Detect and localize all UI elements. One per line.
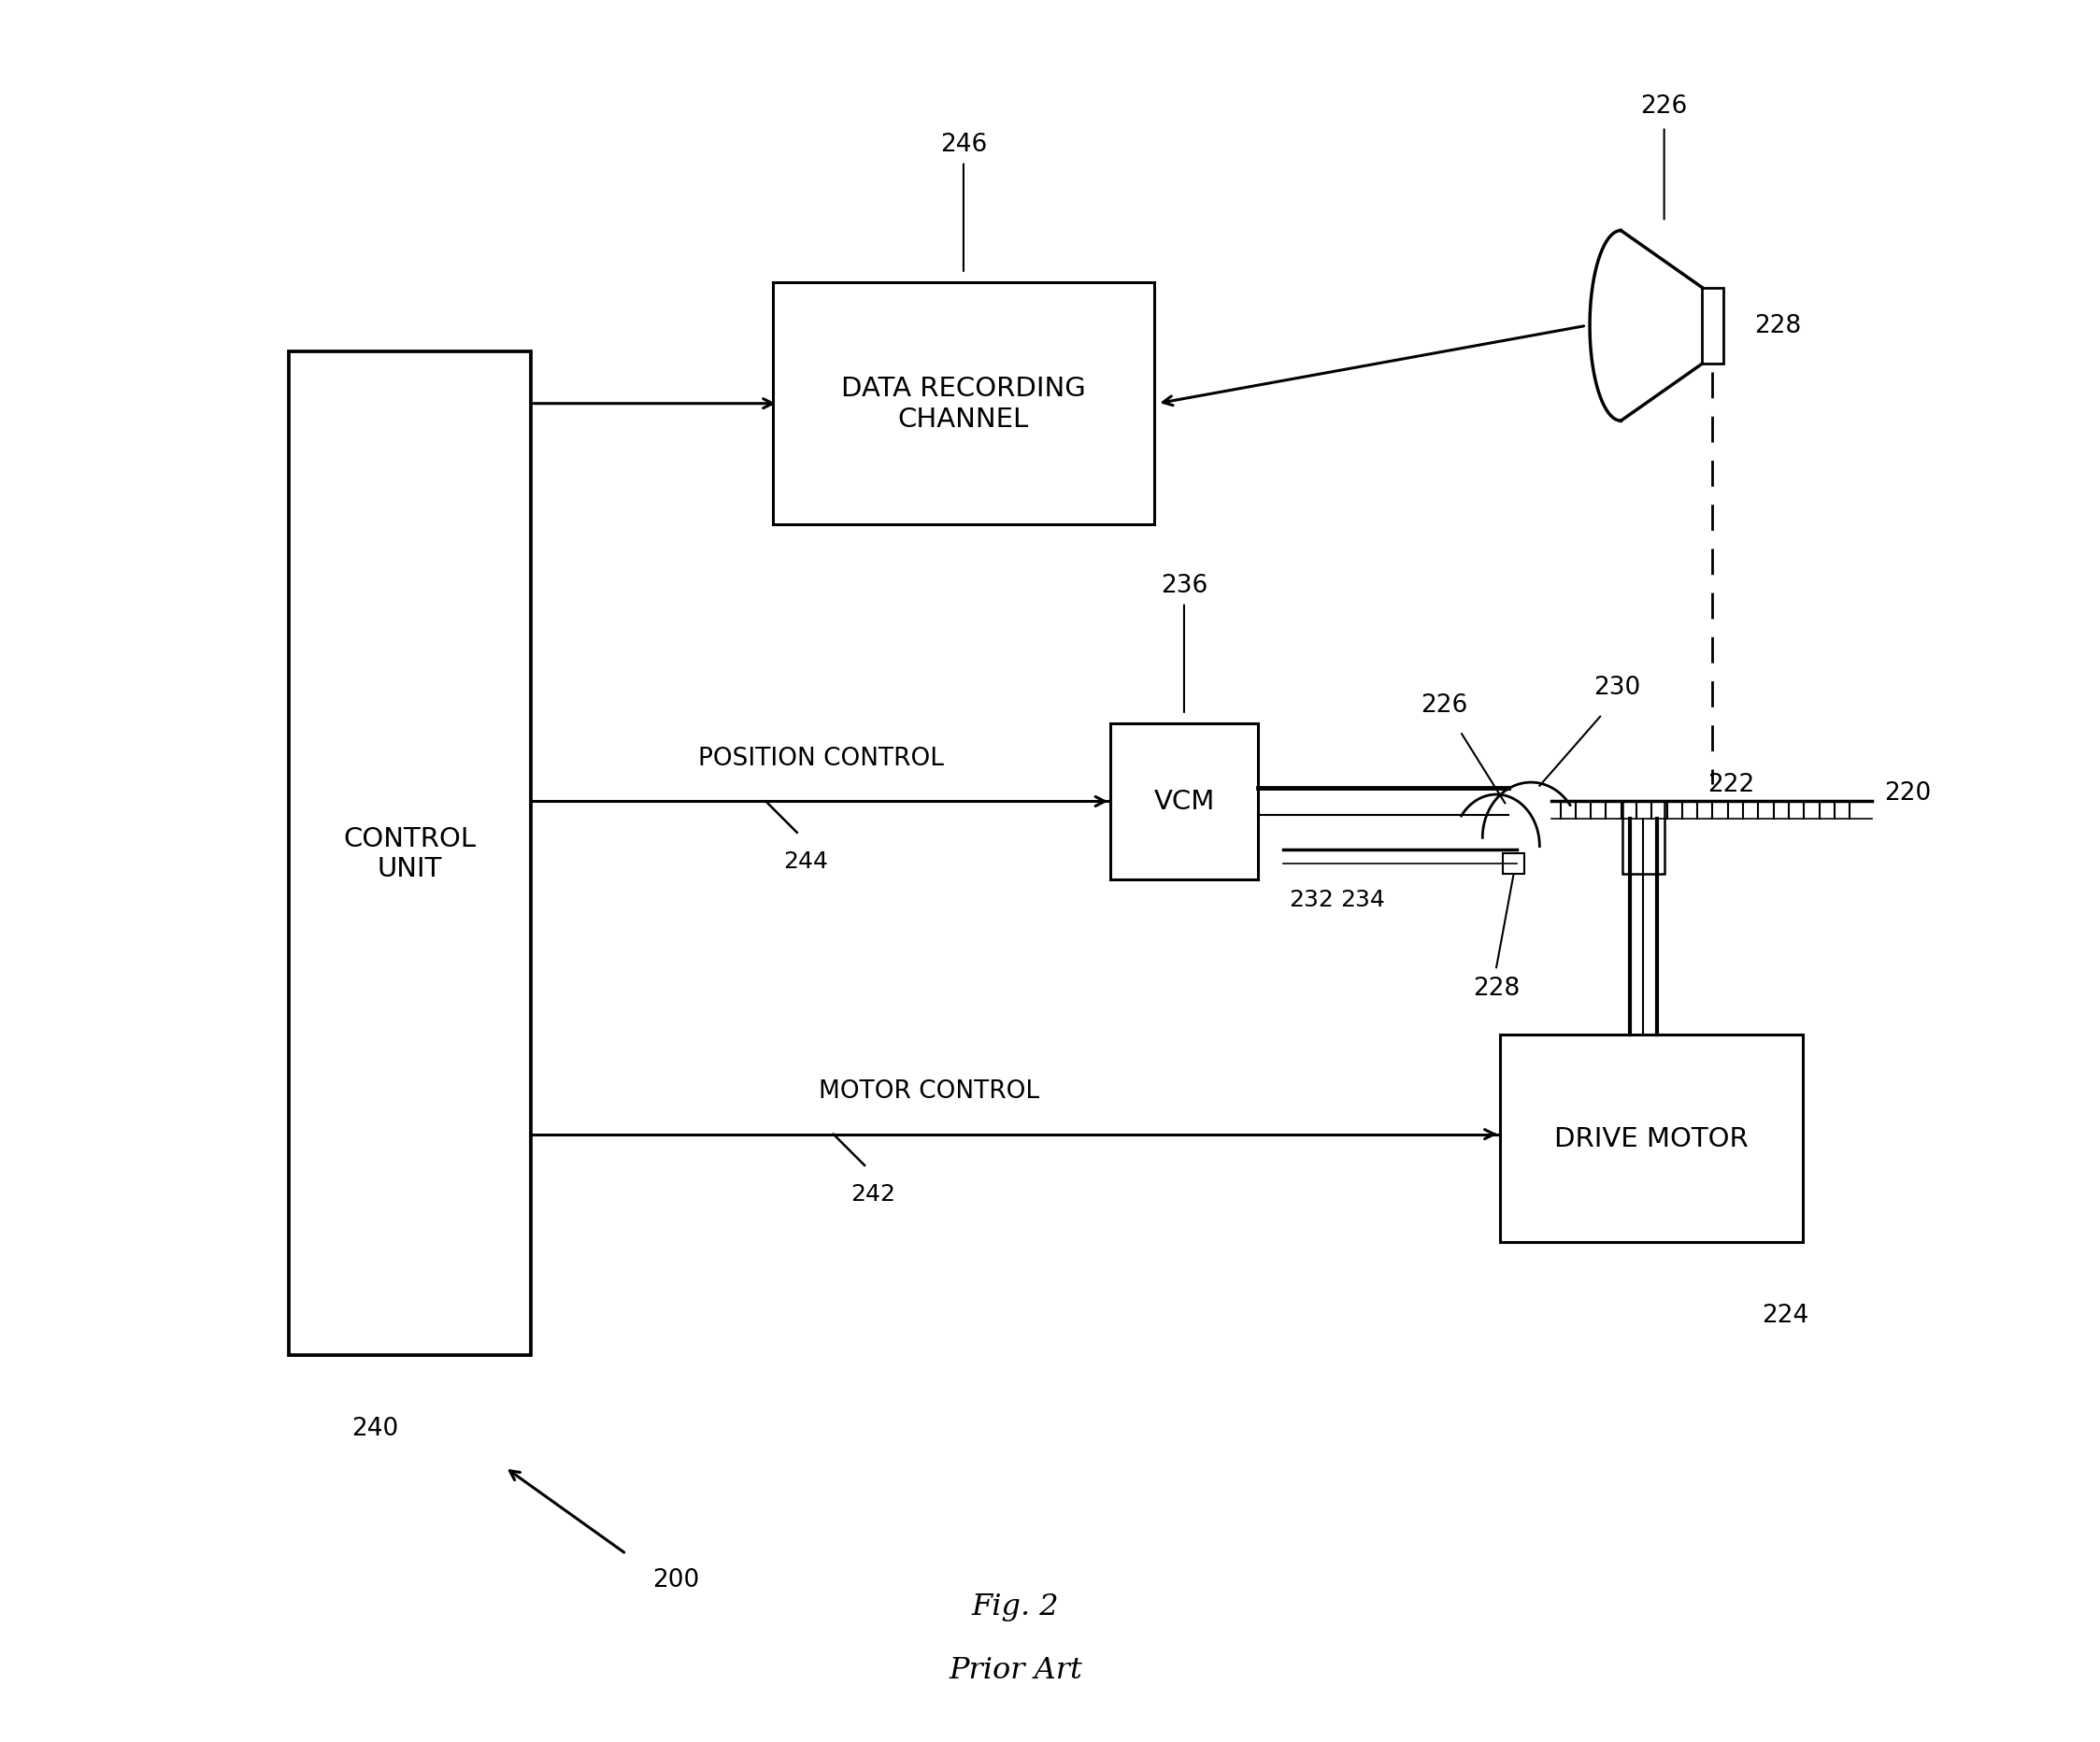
Text: MOTOR CONTROL: MOTOR CONTROL	[819, 1078, 1040, 1103]
Text: 226: 226	[1422, 693, 1468, 718]
Text: 236: 236	[1161, 573, 1207, 598]
Text: 226: 226	[1640, 94, 1688, 118]
Text: 222: 222	[1707, 772, 1753, 796]
FancyBboxPatch shape	[1499, 1035, 1802, 1242]
FancyBboxPatch shape	[1703, 289, 1722, 364]
Text: DRIVE MOTOR: DRIVE MOTOR	[1554, 1125, 1749, 1151]
Text: 230: 230	[1594, 676, 1640, 700]
Text: CONTROL
UNIT: CONTROL UNIT	[344, 826, 477, 881]
Text: 234: 234	[1340, 888, 1386, 911]
FancyBboxPatch shape	[1504, 854, 1525, 874]
Text: 240: 240	[353, 1416, 399, 1441]
Text: 244: 244	[783, 850, 827, 873]
Text: 232: 232	[1289, 888, 1334, 911]
Text: 228: 228	[1472, 977, 1520, 1000]
Text: Fig. 2: Fig. 2	[972, 1592, 1058, 1620]
Text: 220: 220	[1884, 780, 1930, 805]
Text: 242: 242	[851, 1183, 895, 1205]
FancyBboxPatch shape	[1111, 725, 1258, 880]
Text: 246: 246	[941, 132, 987, 157]
Text: 200: 200	[653, 1568, 699, 1592]
Text: VCM: VCM	[1153, 789, 1214, 815]
Text: 228: 228	[1753, 314, 1802, 338]
Text: Prior Art: Prior Art	[949, 1655, 1082, 1685]
Text: 224: 224	[1762, 1303, 1808, 1327]
Text: DATA RECORDING
CHANNEL: DATA RECORDING CHANNEL	[842, 376, 1086, 432]
Text: POSITION CONTROL: POSITION CONTROL	[697, 746, 943, 770]
FancyBboxPatch shape	[1623, 801, 1663, 874]
FancyBboxPatch shape	[290, 352, 531, 1355]
FancyBboxPatch shape	[773, 284, 1153, 524]
